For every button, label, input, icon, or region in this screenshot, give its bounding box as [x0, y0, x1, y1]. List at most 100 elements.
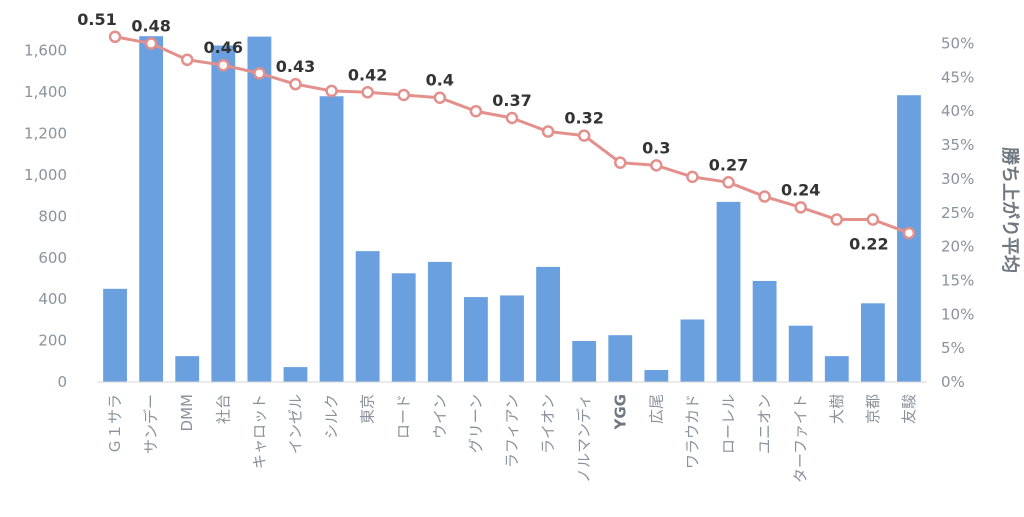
data-label: 0.43 — [276, 57, 315, 76]
line-point — [577, 129, 591, 142]
line-point — [686, 170, 699, 184]
category-label: 広尾 — [647, 394, 665, 424]
line-point — [253, 67, 266, 80]
category-label: ワラウカド — [683, 394, 701, 469]
line-point — [794, 201, 807, 214]
right-tick-label: 40% — [941, 102, 974, 120]
left-tick-label: 1,200 — [24, 125, 67, 143]
data-label: 0.27 — [709, 155, 748, 174]
bar — [788, 325, 813, 382]
line-point — [180, 53, 194, 67]
data-label: 0.32 — [564, 109, 603, 128]
line-point — [325, 84, 338, 98]
category-label: Ｇ１サラ — [106, 394, 124, 454]
left-tick-label: 1,000 — [24, 166, 67, 184]
category-label: ユニオン — [756, 394, 774, 454]
line-point — [722, 176, 735, 189]
data-label: 0.46 — [204, 38, 243, 57]
line-point — [289, 77, 302, 91]
line-point — [758, 190, 771, 203]
data-label: 0.3 — [642, 138, 670, 157]
data-label: 0.22 — [849, 235, 888, 254]
bar — [464, 297, 488, 382]
bar — [319, 96, 344, 383]
category-label: キャロット — [250, 394, 268, 469]
category-label: グリーン — [467, 394, 485, 453]
left-tick-label: 600 — [38, 249, 67, 267]
right-tick-label: 0% — [941, 373, 965, 391]
left-tick-label: 1,600 — [24, 42, 67, 60]
bar — [644, 369, 669, 382]
line-point — [541, 125, 555, 138]
bar — [680, 319, 705, 382]
right-axis-ticks: 0% 5% 10% 15% 20% 25% 30% 35% 40% 45% 50% — [941, 35, 974, 391]
category-label: ラフィアン — [503, 394, 521, 468]
category-label: YGG — [611, 394, 629, 431]
right-tick-label: 5% — [941, 339, 965, 357]
bar — [139, 36, 164, 383]
left-tick-label: 1,400 — [24, 83, 67, 101]
right-axis-title: 勝ち上がり平均 — [999, 147, 1021, 273]
right-tick-label: 50% — [941, 35, 974, 53]
category-label: 社台 — [214, 394, 232, 424]
bar — [175, 356, 200, 382]
line-point — [505, 111, 519, 125]
bar — [391, 273, 416, 382]
category-label: サンデー — [142, 394, 160, 454]
right-tick-label: 45% — [941, 68, 974, 86]
line-point — [361, 86, 374, 99]
line-point — [830, 213, 844, 226]
line-point — [217, 58, 230, 72]
left-tick-label: 800 — [38, 207, 67, 225]
right-tick-label: 35% — [941, 136, 974, 154]
data-label: 0.37 — [492, 91, 531, 110]
data-label: 0.24 — [781, 180, 820, 199]
bar — [572, 341, 597, 382]
line-point — [108, 30, 122, 44]
category-labels-layer: Ｇ１サラ サンデー DMM 社台 キャロット インゼル シルク 東京 ロード ウイン グリーン ラフィ… — [106, 394, 918, 483]
bar — [608, 335, 633, 382]
category-label: インゼル — [286, 394, 304, 454]
left-axis-ticks: 0 200 400 600 800 1,000 1,200 1,400 1,600 — [24, 42, 67, 391]
category-label: 東京 — [359, 394, 377, 424]
category-label: 大樹 — [828, 394, 846, 424]
bar — [860, 303, 885, 382]
bar — [427, 261, 452, 382]
bar — [355, 251, 380, 382]
bar — [716, 201, 741, 382]
right-tick-label: 30% — [941, 170, 974, 188]
bar — [283, 367, 308, 382]
category-label: ローレル — [720, 394, 738, 454]
category-label: シルク — [323, 394, 341, 439]
bar — [752, 280, 777, 382]
line-point — [144, 37, 158, 50]
data-label: 0.4 — [426, 71, 454, 90]
category-label: ウイン — [431, 394, 449, 439]
data-label: 0.51 — [77, 10, 116, 29]
category-label: ライオン — [539, 394, 557, 454]
category-label: DMM — [178, 394, 196, 431]
right-tick-label: 25% — [941, 204, 974, 222]
line-point — [433, 91, 447, 104]
bars-layer — [103, 36, 921, 383]
line-point — [397, 88, 410, 102]
line-layer — [108, 30, 916, 240]
line-point — [902, 226, 916, 240]
left-tick-label: 0 — [57, 373, 67, 391]
category-label: ターファイト — [792, 394, 810, 483]
line-point — [650, 159, 663, 172]
category-label: ロード — [395, 394, 413, 439]
bar — [103, 288, 127, 382]
line-point — [469, 104, 483, 118]
bar — [536, 266, 560, 382]
data-labels-layer: 0.51 0.48 0.46 0.43 0.42 0.4 0.37 0.32 0.3 0.27 0.… — [77, 10, 888, 254]
left-tick-label: 400 — [38, 290, 67, 308]
data-label: 0.48 — [131, 17, 170, 36]
category-label: 京都 — [864, 394, 882, 424]
bar — [824, 356, 849, 382]
data-label: 0.42 — [348, 65, 387, 84]
category-label: 友駿 — [900, 394, 918, 424]
bar — [211, 45, 236, 382]
